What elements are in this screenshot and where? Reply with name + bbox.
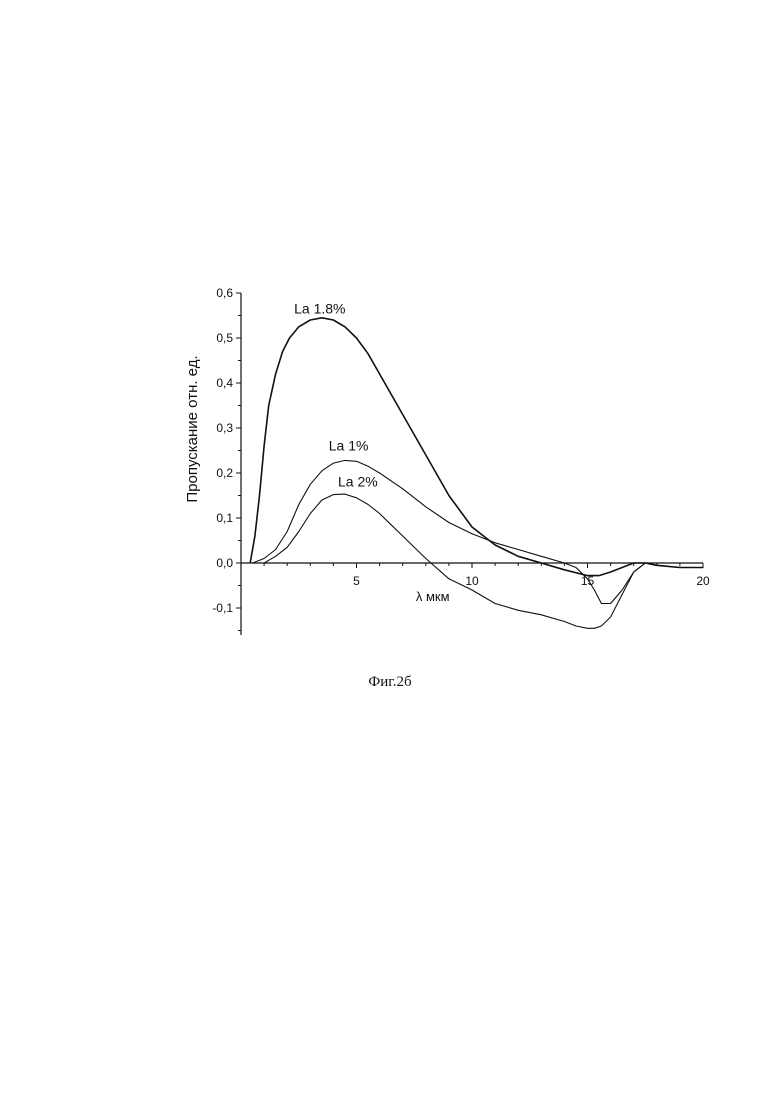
series-label-la-2: La 2%	[338, 474, 378, 490]
figure-caption: Фиг.2б	[0, 674, 780, 691]
series-labels: La 1.8% La 1% La 2%	[294, 300, 378, 489]
y-tick-label: 0,6	[216, 286, 233, 300]
y-tick-label: 0,5	[216, 331, 233, 345]
series-line-la-2	[253, 494, 703, 628]
x-tick-label: 5	[353, 574, 360, 588]
y-tick-label: 0,4	[216, 376, 233, 390]
series-label-la-1: La 1%	[329, 438, 369, 454]
axes: 0,60,50,40,30,20,10,0-0,15101520	[212, 286, 710, 635]
y-tick-label: 0,0	[216, 556, 233, 570]
y-axis-title: Пропускание отн. ед.	[184, 355, 201, 502]
series-label-la-1-8: La 1.8%	[294, 300, 345, 316]
y-tick-label: 0,1	[216, 511, 233, 525]
x-axis-title: λ мкм	[416, 589, 450, 604]
y-tick-label: -0,1	[212, 601, 233, 615]
x-tick-label: 20	[696, 574, 710, 588]
y-tick-label: 0,2	[216, 466, 233, 480]
y-tick-label: 0,3	[216, 421, 233, 435]
x-tick-label: 10	[465, 574, 479, 588]
series-line-la-1-8	[250, 318, 703, 576]
